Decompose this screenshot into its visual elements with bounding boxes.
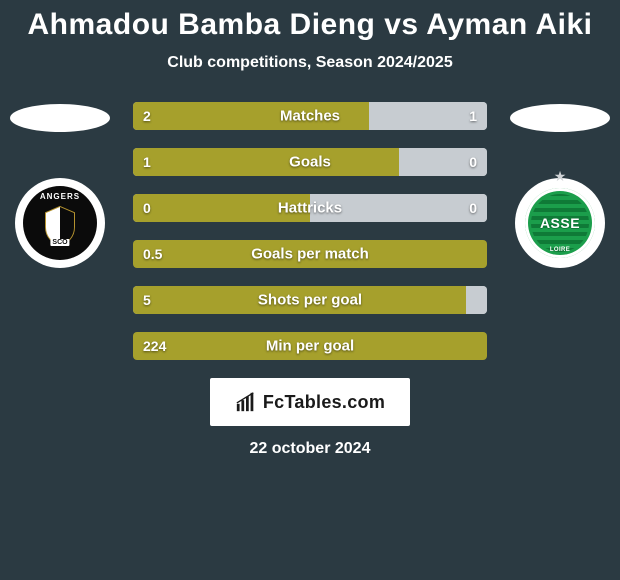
stat-bar-right bbox=[466, 286, 487, 314]
stat-value-left: 2 bbox=[143, 108, 151, 124]
left-player-avatar bbox=[10, 104, 110, 132]
stat-value-left: 0 bbox=[143, 200, 151, 216]
asse-bottom-text: LOIRE bbox=[525, 247, 595, 253]
stat-label: Shots per goal bbox=[258, 292, 362, 309]
stat-row: 224 Min per goal bbox=[133, 332, 487, 360]
fctables-logo-text: FcTables.com bbox=[263, 392, 385, 413]
stat-row: 1 0 Goals bbox=[133, 148, 487, 176]
stat-bars: 2 1 Matches 1 0 Goals 0 0 Hattricks 0.5 Goals per … bbox=[133, 102, 487, 360]
asse-badge: ★ ASSE LOIRE bbox=[515, 178, 605, 268]
asse-badge-inner: ASSE LOIRE bbox=[525, 188, 595, 258]
stat-value-right: 1 bbox=[469, 108, 477, 124]
star-icon: ★ bbox=[554, 168, 567, 185]
fctables-logo: FcTables.com bbox=[210, 378, 410, 426]
stat-value-right: 0 bbox=[469, 200, 477, 216]
page-title: Ahmadou Bamba Dieng vs Ayman Aiki bbox=[0, 8, 620, 42]
left-club-badge: ANGERS SCO bbox=[15, 178, 105, 268]
stat-label: Goals bbox=[289, 154, 331, 171]
stat-row: 5 Shots per goal bbox=[133, 286, 487, 314]
stat-row: 0.5 Goals per match bbox=[133, 240, 487, 268]
angers-badge-inner: ANGERS SCO bbox=[23, 186, 97, 260]
right-player-avatar bbox=[510, 104, 610, 132]
stat-row: 0 0 Hattricks bbox=[133, 194, 487, 222]
stat-row: 2 1 Matches bbox=[133, 102, 487, 130]
angers-arc-text: ANGERS bbox=[23, 192, 97, 201]
left-player-column: ANGERS SCO bbox=[5, 102, 115, 268]
asse-center-text: ASSE bbox=[540, 215, 580, 231]
stat-label: Matches bbox=[280, 108, 340, 125]
stat-value-left: 5 bbox=[143, 292, 151, 308]
stat-label: Goals per match bbox=[251, 246, 369, 263]
right-player-column: ★ ASSE LOIRE bbox=[505, 102, 615, 268]
stat-label: Min per goal bbox=[266, 338, 354, 355]
stat-value-left: 1 bbox=[143, 154, 151, 170]
stat-label: Hattricks bbox=[278, 200, 342, 217]
stat-bar-left bbox=[133, 148, 399, 176]
asse-stripes: ASSE bbox=[531, 194, 589, 252]
comparison-area: ANGERS SCO 2 1 Matches 1 0 Goals 0 0 Hattricks 0.… bbox=[0, 102, 620, 360]
bar-chart-icon bbox=[235, 391, 257, 413]
angers-badge: ANGERS SCO bbox=[15, 178, 105, 268]
footer-date: 22 october 2024 bbox=[250, 440, 371, 458]
stat-value-left: 224 bbox=[143, 338, 166, 354]
right-club-badge: ★ ASSE LOIRE bbox=[515, 178, 605, 268]
angers-sco-text: SCO bbox=[50, 239, 69, 246]
subtitle: Club competitions, Season 2024/2025 bbox=[0, 54, 620, 72]
stat-value-left: 0.5 bbox=[143, 246, 162, 262]
footer: FcTables.com 22 october 2024 bbox=[0, 378, 620, 458]
stat-value-right: 0 bbox=[469, 154, 477, 170]
